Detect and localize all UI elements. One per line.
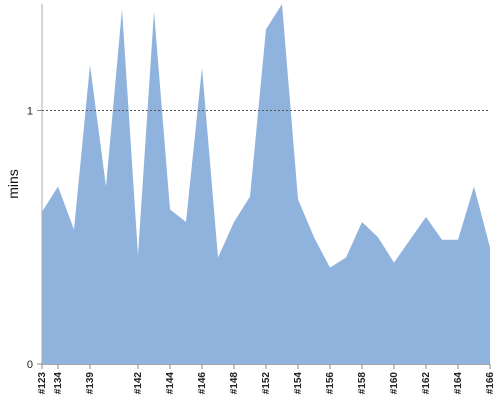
- x-tick-label-142: #142: [133, 372, 144, 395]
- y-tick-label-0: 0: [27, 359, 33, 371]
- x-tick-label-162: #162: [421, 372, 432, 395]
- x-tick-label-154: #154: [293, 372, 304, 395]
- y-axis-label: mins: [5, 169, 21, 199]
- x-tick-label-152: #152: [261, 372, 272, 395]
- x-tick-label-139: #139: [85, 372, 96, 395]
- x-tick-label-146: #146: [197, 372, 208, 395]
- x-tick-label-156: #156: [325, 372, 336, 395]
- x-tick-label-148: #148: [229, 372, 240, 395]
- x-tick-label-123: #123: [37, 372, 48, 395]
- x-tick-label-134: #134: [53, 372, 64, 395]
- x-tick-label-166: #166: [485, 372, 496, 395]
- area-series-fill: [42, 4, 490, 364]
- x-tick-label-158: #158: [357, 372, 368, 395]
- x-tick-label-164: #164: [453, 372, 464, 395]
- x-tick-label-160: #160: [389, 372, 400, 395]
- x-tick-label-144: #144: [165, 372, 176, 395]
- y-tick-label-1: 1: [27, 105, 33, 117]
